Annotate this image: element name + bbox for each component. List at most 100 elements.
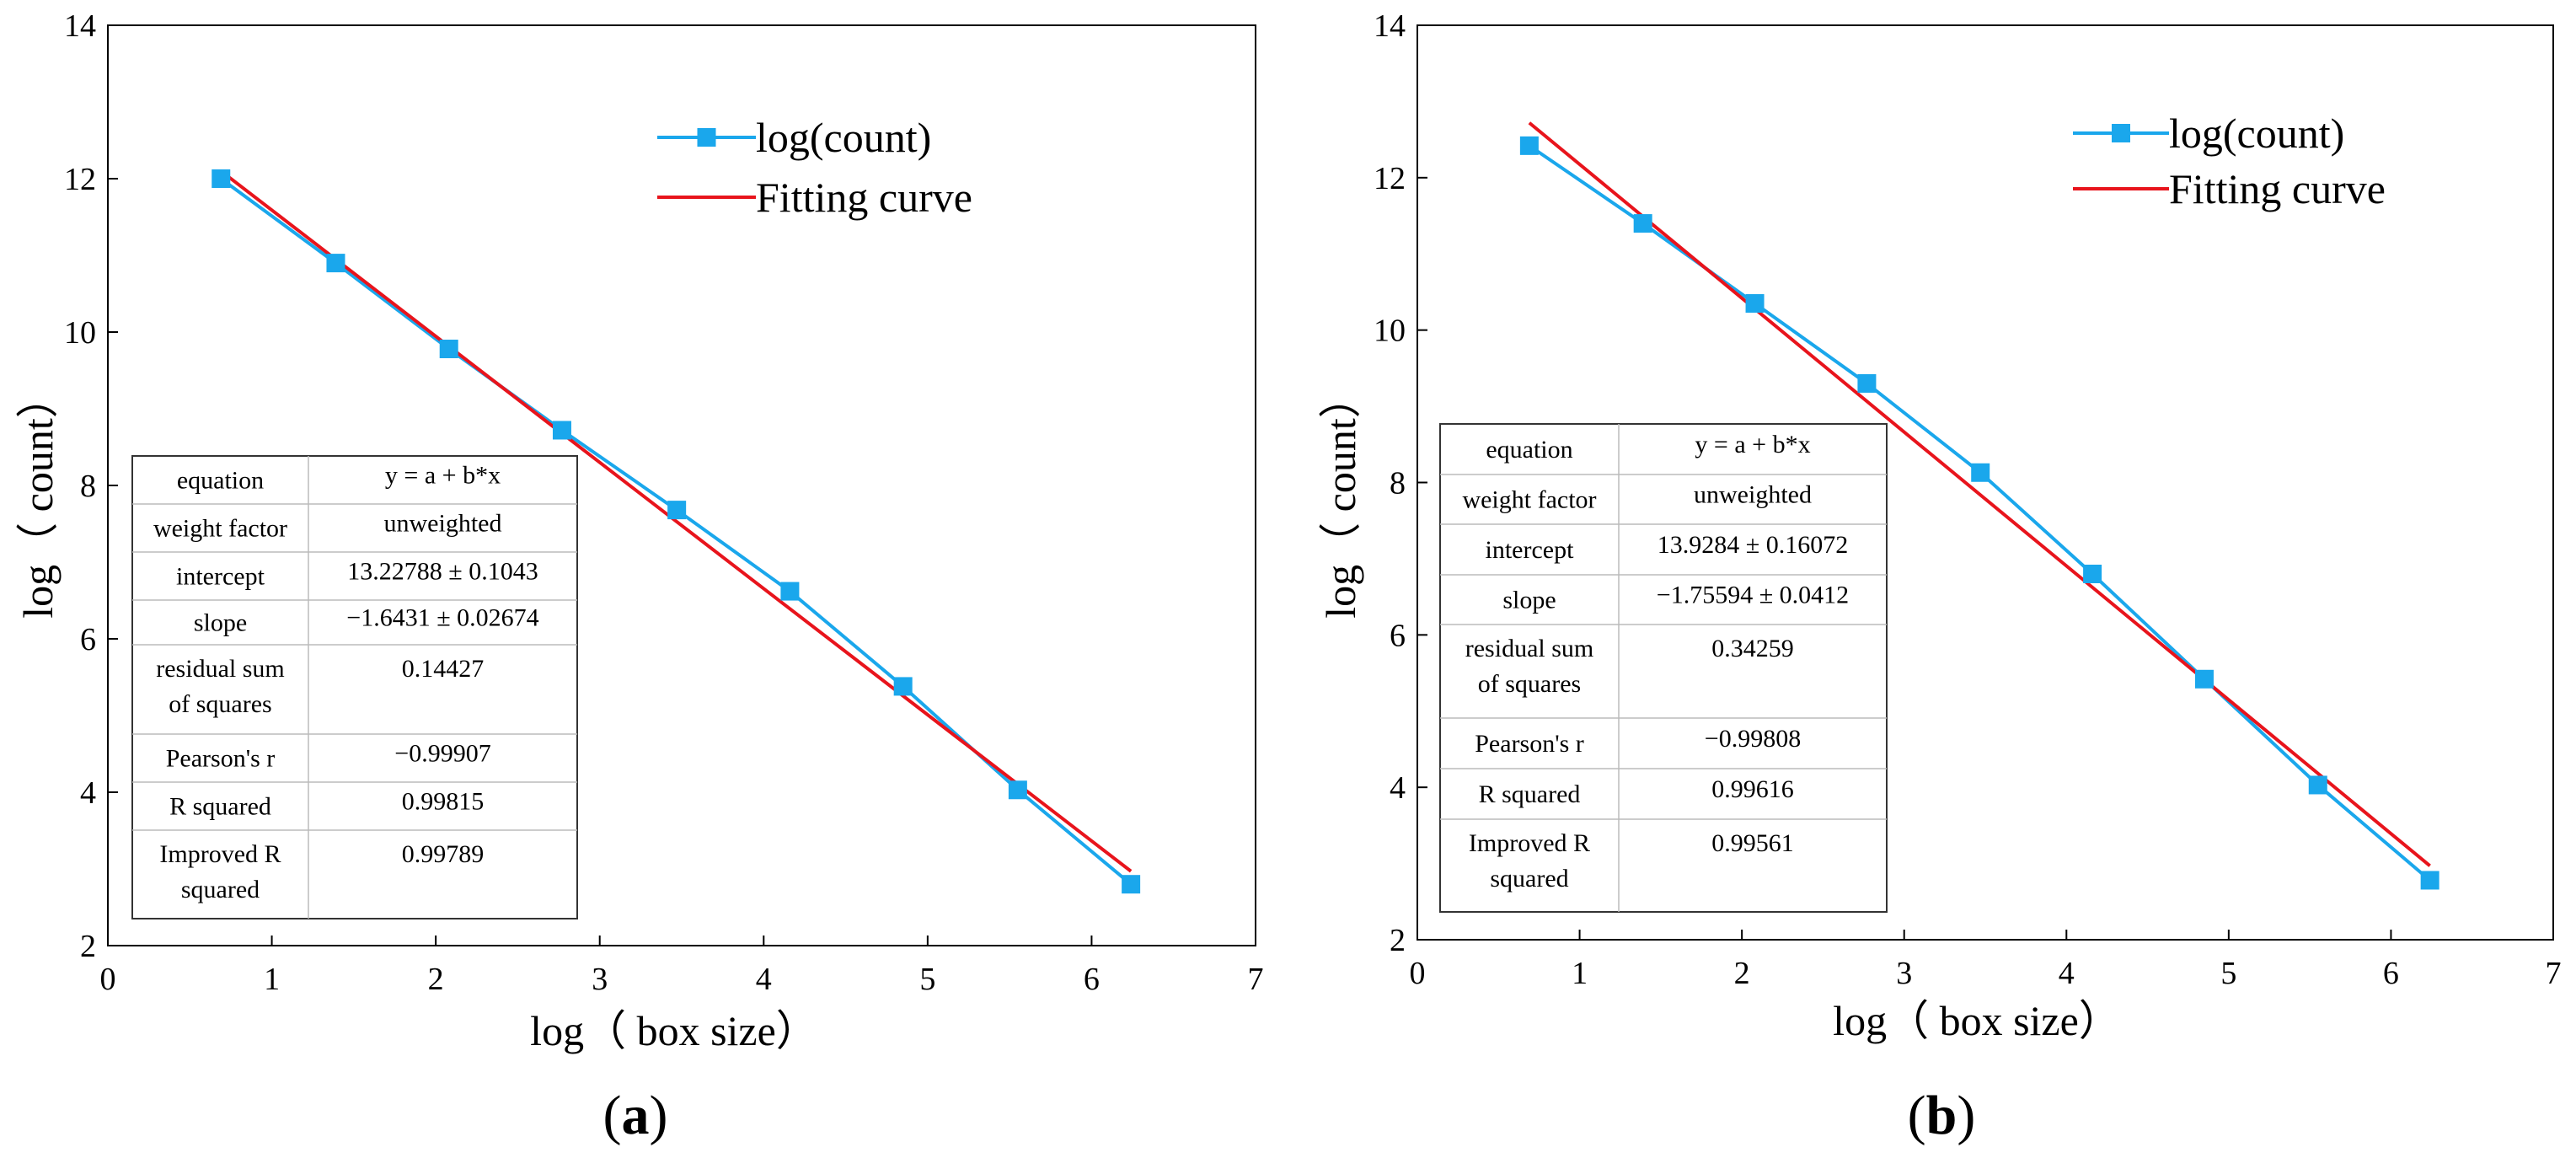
y-tick-label: 6 — [80, 622, 96, 657]
table-border — [1439, 423, 1888, 913]
data-point-marker — [780, 582, 800, 601]
data-point-marker — [1633, 214, 1652, 233]
x-tick-label: 6 — [1084, 962, 1100, 997]
y-tick-label: 10 — [64, 315, 96, 351]
y-tick-label: 4 — [1390, 770, 1406, 806]
y-tick-label: 6 — [1390, 618, 1406, 653]
table-value: y = a + b*x — [1695, 431, 1810, 458]
table-label: squared — [1490, 865, 1568, 893]
data-point-marker — [2194, 669, 2214, 689]
fit-statistics-table: equation y = a + b*x weight factor unweight… — [1439, 423, 1888, 913]
fitting-curve-line — [220, 169, 1133, 873]
x-axis-title: log（ box size） — [1833, 997, 2121, 1044]
panel-label: (b) — [1908, 1085, 1976, 1146]
table-label: R squared — [1479, 780, 1581, 808]
data-point-marker — [439, 340, 458, 359]
x-axis-title: log（ box size） — [530, 1007, 818, 1054]
x-tick-label: 3 — [592, 962, 608, 997]
table-value: 0.99789 — [402, 840, 485, 868]
data-point-marker — [2083, 565, 2102, 583]
table-value: 0.14427 — [402, 655, 485, 683]
table-label: equation — [177, 467, 264, 495]
data-point-marker — [1971, 463, 1990, 482]
y-tick-label: 2 — [1390, 923, 1406, 958]
legend: log(count) Fitting curve — [657, 114, 972, 221]
legend: log(count) Fitting curve — [2073, 110, 2386, 212]
data-point-marker — [212, 169, 231, 188]
x-tick-label: 2 — [1734, 956, 1750, 991]
table-value: −1.75594 ± 0.0412 — [1657, 582, 1849, 609]
table-label: equation — [1486, 436, 1572, 464]
table-value: unweighted — [384, 510, 502, 538]
panel-label-letter: b — [1926, 1085, 1957, 1146]
data-point-marker — [2308, 775, 2327, 795]
table-label: Pearson's r — [166, 745, 276, 773]
table-label: slope — [194, 609, 247, 637]
legend-marker-log-count — [2112, 124, 2130, 142]
data-point-marker — [326, 254, 345, 273]
legend-label-log-count: log(count) — [2169, 110, 2344, 157]
table-label: intercept — [1486, 536, 1575, 564]
x-tick-label: 4 — [2059, 956, 2075, 991]
table-value: y = a + b*x — [385, 462, 501, 490]
y-tick-label: 2 — [80, 929, 96, 964]
panel-label-letter: a — [622, 1085, 650, 1146]
data-point-marker — [1122, 875, 1141, 894]
y-axis-title: log（ count） — [14, 376, 62, 618]
table-value: −0.99808 — [1705, 725, 1801, 753]
legend-label-fitting-curve: Fitting curve — [2169, 165, 2386, 212]
panel-label-close-paren: ) — [650, 1085, 668, 1146]
x-tick-label: 2 — [428, 962, 444, 997]
data-point-marker — [1857, 373, 1877, 393]
y-tick-label: 8 — [80, 469, 96, 504]
table-value: 0.34259 — [1711, 635, 1794, 662]
x-tick-label: 3 — [1896, 956, 1912, 991]
table-value: unweighted — [1694, 481, 1812, 509]
legend-label-fitting-curve: Fitting curve — [756, 174, 972, 221]
data-point-marker — [1745, 294, 1765, 314]
legend-marker-log-count — [697, 128, 716, 147]
panel-label-close-paren: ) — [1957, 1085, 1975, 1146]
x-tick-label: 7 — [1248, 962, 1264, 997]
fit-statistics-table: equation y = a + b*x weight factor unweight… — [131, 455, 578, 919]
table-label: Improved R — [159, 840, 281, 868]
data-point-marker — [667, 501, 687, 520]
y-axis-title: log（ count） — [1317, 376, 1364, 618]
data-point-marker — [1519, 136, 1539, 155]
fitting-curve-line — [1528, 121, 2431, 867]
table-value: 0.99561 — [1711, 829, 1794, 857]
panel-label-open-paren: ( — [603, 1085, 622, 1146]
x-tick-label: 1 — [1572, 956, 1588, 991]
data-point-marker — [2420, 871, 2439, 890]
y-tick-label: 10 — [1374, 314, 1406, 349]
table-value: −1.6431 ± 0.02674 — [346, 604, 538, 632]
x-tick-label: 5 — [919, 962, 935, 997]
x-tick-label: 6 — [2383, 956, 2399, 991]
x-tick-label: 4 — [756, 962, 772, 997]
data-point-marker — [893, 677, 913, 696]
data-point-marker — [1008, 780, 1027, 800]
table-label: weight factor — [153, 515, 287, 543]
legend-label-log-count: log(count) — [756, 114, 931, 161]
y-tick-label: 14 — [64, 8, 96, 44]
y-tick-label: 4 — [80, 775, 96, 811]
table-value: 0.99616 — [1711, 775, 1794, 803]
table-label: intercept — [176, 563, 265, 591]
y-tick-label: 12 — [1374, 161, 1406, 196]
x-tick-label: 0 — [100, 962, 116, 997]
table-label: Pearson's r — [1475, 730, 1584, 758]
table-value: −0.99907 — [394, 740, 490, 768]
table-label: slope — [1502, 587, 1556, 614]
table-border — [131, 455, 578, 919]
table-label: of squares — [169, 690, 271, 718]
table-value: 13.9284 ± 0.16072 — [1658, 531, 1848, 559]
table-label: of squares — [1478, 670, 1581, 698]
table-label: weight factor — [1462, 486, 1596, 514]
table-label: residual sum — [1465, 635, 1593, 662]
y-tick-label: 14 — [1374, 8, 1406, 44]
y-tick-label: 12 — [64, 162, 96, 197]
table-label: Improved R — [1469, 829, 1590, 857]
